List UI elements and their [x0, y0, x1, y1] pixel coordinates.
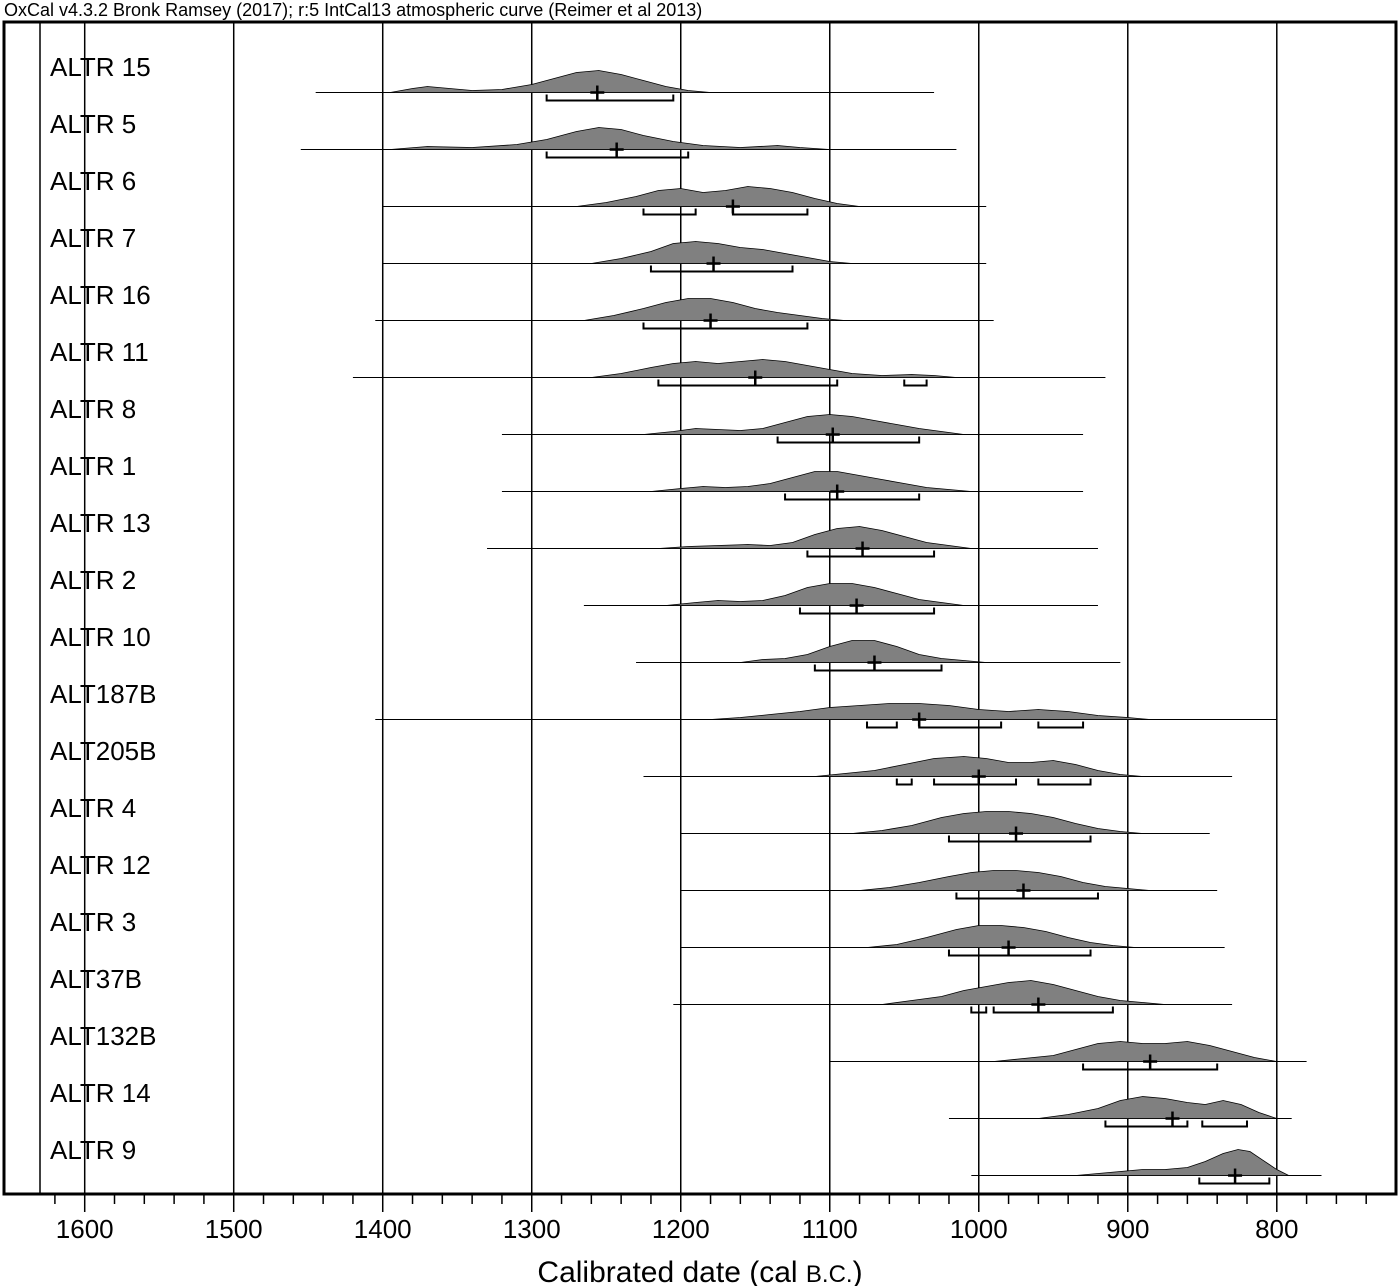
- density-curve: [576, 187, 859, 207]
- sigma-bracket: [643, 209, 695, 215]
- svg-text:1100: 1100: [802, 1214, 858, 1244]
- svg-text:900: 900: [1106, 1214, 1149, 1244]
- sigma-bracket: [785, 494, 919, 500]
- sample-label: ALTR 16: [50, 280, 151, 310]
- sigma-bracket: [778, 437, 920, 443]
- sigma-bracket: [658, 380, 837, 386]
- svg-text:800: 800: [1255, 1214, 1298, 1244]
- svg-text:Calibrated date (cal B.C.): Calibrated date (cal B.C.): [537, 1256, 862, 1286]
- sigma-bracket: [904, 380, 926, 386]
- density-curve: [666, 584, 964, 606]
- sample-label: ALTR 8: [50, 394, 136, 424]
- density-curve: [651, 472, 971, 492]
- sample-label: ALT205B: [50, 736, 156, 766]
- sigma-bracket: [807, 551, 934, 557]
- svg-text:1600: 1600: [56, 1214, 114, 1244]
- sample-label: ALTR 7: [50, 223, 136, 253]
- svg-text:1300: 1300: [503, 1214, 561, 1244]
- sigma-bracket: [643, 323, 807, 329]
- density-curve: [867, 926, 1135, 948]
- sigma-bracket: [949, 950, 1091, 956]
- header-citation: OxCal v4.3.2 Bronk Ramsey (2017); r:5 In…: [4, 0, 702, 21]
- sample-label: ALTR 4: [50, 793, 136, 823]
- density-curve: [584, 299, 845, 321]
- sigma-bracket: [1105, 1121, 1187, 1127]
- sample-label: ALTR 10: [50, 622, 151, 652]
- density-curve: [591, 360, 956, 378]
- svg-text:1000: 1000: [950, 1214, 1008, 1244]
- sample-label: ALTR 3: [50, 907, 136, 937]
- sigma-bracket: [547, 95, 674, 101]
- sigma-bracket: [867, 722, 897, 728]
- density-curve: [1038, 1097, 1276, 1119]
- density-curve: [740, 641, 986, 663]
- sigma-bracket: [815, 665, 942, 671]
- sigma-bracket: [1038, 722, 1083, 728]
- density-curve: [860, 871, 1151, 891]
- sample-label: ALTR 9: [50, 1135, 136, 1165]
- sample-label: ALT37B: [50, 964, 142, 994]
- oxcal-plot: 1600 1500 1400 1300 1200 1100 1000 900 800 Calibr…: [0, 0, 1400, 1286]
- sigma-bracket: [919, 722, 1001, 728]
- sigma-bracket: [733, 209, 808, 215]
- density-curve: [1076, 1150, 1289, 1176]
- density-curve: [643, 415, 963, 435]
- density-curve: [390, 128, 830, 150]
- sample-label: ALTR 6: [50, 166, 136, 196]
- sigma-bracket: [800, 608, 934, 614]
- sigma-bracket: [949, 836, 1091, 842]
- sample-label: ALTR 1: [50, 451, 136, 481]
- sample-label: ALTR 12: [50, 850, 151, 880]
- sample-label: ALTR 2: [50, 565, 136, 595]
- sample-label: ALTR 11: [50, 337, 149, 367]
- sigma-bracket: [994, 1007, 1113, 1013]
- density-curve: [390, 71, 710, 93]
- sigma-bracket: [956, 893, 1098, 899]
- density-curve: [994, 1042, 1277, 1062]
- sample-label: ALTR 15: [50, 52, 151, 82]
- sigma-bracket: [1202, 1121, 1247, 1127]
- density-curve: [882, 981, 1165, 1005]
- sample-label: ALTR 13: [50, 508, 151, 538]
- density-curve: [591, 242, 852, 264]
- density-curve: [711, 704, 1151, 720]
- svg-text:1200: 1200: [652, 1214, 710, 1244]
- sigma-bracket: [897, 779, 912, 785]
- sample-label: ALTR 14: [50, 1078, 151, 1108]
- sample-label: ALT187B: [50, 679, 156, 709]
- svg-text:1500: 1500: [205, 1214, 263, 1244]
- density-curve: [658, 527, 971, 549]
- sigma-bracket: [934, 779, 1016, 785]
- sigma-bracket: [1038, 779, 1090, 785]
- density-curve: [852, 812, 1143, 834]
- sigma-bracket: [651, 266, 793, 272]
- svg-text:1400: 1400: [354, 1214, 412, 1244]
- sample-label: ALT132B: [50, 1021, 156, 1051]
- sample-label: ALTR 5: [50, 109, 136, 139]
